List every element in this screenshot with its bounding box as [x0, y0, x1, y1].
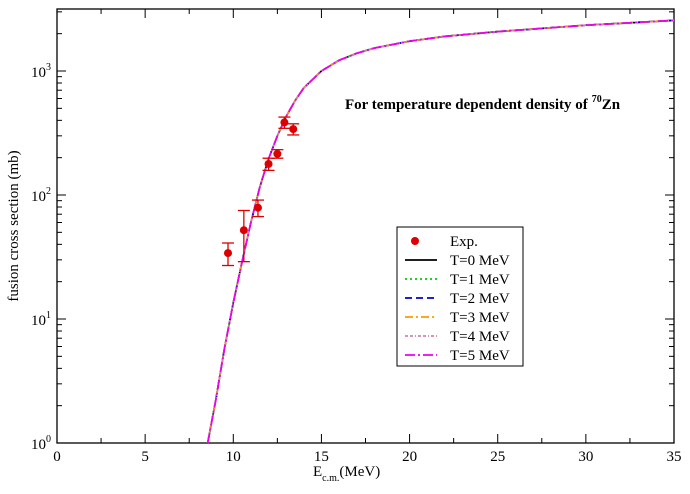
legend-box	[396, 226, 524, 367]
legend-label: T=3 MeV	[450, 310, 510, 326]
legend-label: T=0 MeV	[450, 253, 510, 269]
x-tick-label: 35	[667, 449, 682, 465]
legend-label: T=2 MeV	[450, 291, 510, 307]
y-tick-label: 101	[31, 310, 51, 329]
y-axis: 100 101 102 103	[31, 11, 674, 453]
x-tick-label: 10	[226, 449, 241, 465]
x-tick-label: 25	[490, 449, 505, 465]
y-axis-label: fusion cross section (mb)	[6, 150, 22, 301]
legend: Exp. T=0 MeV T=1 MeV T=2 MeV T=3 MeV T=4 MeV T…	[396, 226, 524, 367]
x-tick-label: 15	[314, 449, 329, 465]
data-point	[273, 149, 282, 158]
x-axis-label: Ec.m.(MeV)	[313, 464, 380, 484]
legend-label: T=5 MeV	[450, 348, 510, 364]
experimental-points	[221, 116, 300, 267]
data-point	[239, 226, 248, 235]
data-point	[264, 159, 273, 168]
x-tick-label: 0	[53, 449, 61, 465]
y-tick-label: 100	[31, 434, 51, 453]
data-point	[280, 118, 289, 127]
legend-label: Exp.	[450, 234, 478, 250]
x-tick-label: 5	[141, 449, 149, 465]
plot-frame	[56, 8, 675, 444]
x-axis: 0 5 10 15 20 25 30 35	[53, 9, 682, 465]
x-tick-label: 20	[402, 449, 417, 465]
x-tick-label: 30	[578, 449, 593, 465]
legend-label: T=4 MeV	[450, 329, 510, 345]
data-point	[253, 203, 262, 212]
series-line	[206, 19, 675, 444]
chart-annotation: For temperature dependent density of 70Zn	[345, 94, 621, 113]
legend-marker	[411, 237, 419, 245]
series-curves	[206, 19, 675, 444]
data-point	[289, 125, 298, 134]
data-point	[223, 249, 232, 258]
y-tick-label: 102	[31, 186, 51, 205]
y-tick-label: 103	[31, 62, 51, 81]
legend-label: T=1 MeV	[450, 272, 510, 288]
